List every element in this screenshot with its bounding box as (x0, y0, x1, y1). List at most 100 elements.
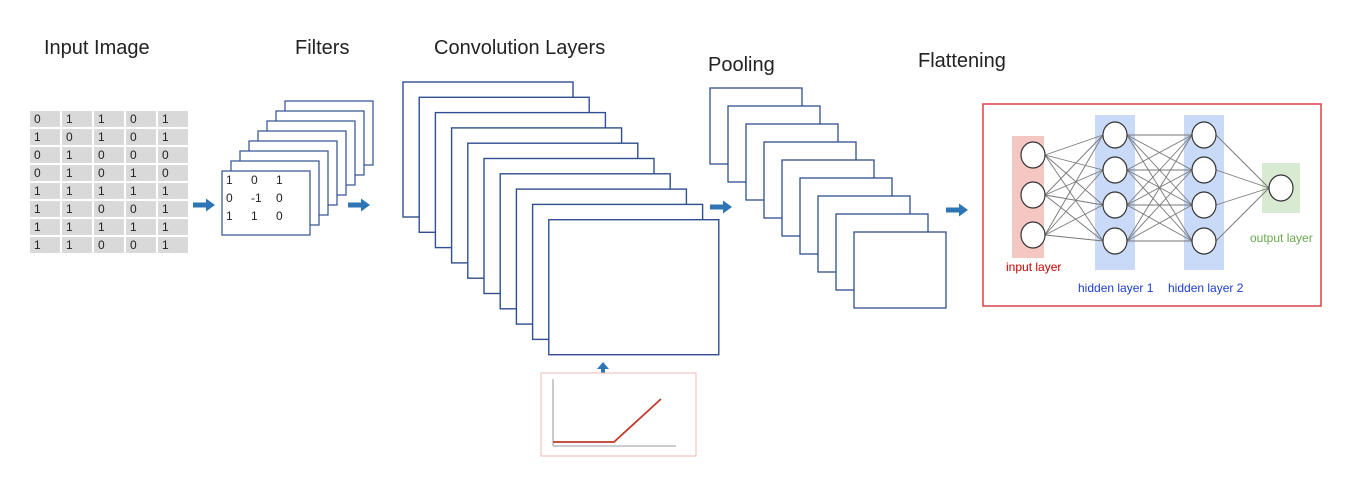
filter-cell: 1 (226, 209, 233, 223)
relu-curve (553, 398, 662, 443)
input-cell: 1 (30, 129, 60, 145)
input-cell: 0 (158, 165, 188, 181)
input-cell: 1 (62, 201, 92, 217)
hidden1-neuron (1102, 121, 1128, 149)
network-edge (1044, 134, 1104, 236)
arrow-pooling-to-flatten-icon (946, 203, 968, 217)
input-cell: 1 (126, 183, 156, 199)
filter-cell: 0 (251, 173, 258, 187)
network-edge (1126, 134, 1193, 206)
input-cell: 1 (158, 201, 188, 217)
input-cell: 1 (158, 183, 188, 199)
input-cell: 1 (30, 201, 60, 217)
input-cell: 1 (62, 111, 92, 127)
input-cell: 1 (126, 219, 156, 235)
arrow-input-to-filters-icon (193, 198, 215, 212)
network-edge (1215, 187, 1270, 206)
filter-matrix: 1 0 1 0 -1 0 1 1 0 (220, 171, 295, 225)
input-cell: 0 (62, 129, 92, 145)
filter-cell: 1 (226, 173, 233, 187)
input-cell: 1 (126, 165, 156, 181)
input-cell: 1 (30, 183, 60, 199)
network-edge (1044, 234, 1104, 242)
network-edge (1044, 169, 1104, 196)
hidden2-neuron (1191, 121, 1217, 149)
network-edge (1044, 169, 1104, 236)
filter-cell: 0 (276, 191, 283, 205)
network-connections (1044, 134, 1270, 242)
input-cell: 1 (62, 147, 92, 163)
hidden-layer-2-label: hidden layer 2 (1168, 281, 1244, 295)
arrow-filters-to-conv-icon (348, 198, 370, 212)
activation-plot-border (540, 372, 697, 457)
convolution-layer (548, 218, 720, 356)
input-cell: 0 (94, 237, 124, 253)
output-layer-label: output layer (1250, 231, 1313, 245)
filter-cell: 0 (276, 209, 283, 223)
input-cell: 1 (30, 237, 60, 253)
input-cell: 1 (62, 183, 92, 199)
heading-convolution-layers: Convolution Layers (434, 37, 606, 59)
network-edge (1044, 134, 1104, 196)
input-neuron (1020, 181, 1046, 209)
hidden-layer-1-label: hidden layer 1 (1078, 281, 1154, 295)
input-cell: 1 (94, 219, 124, 235)
filter-layer (221, 170, 311, 236)
input-cell: 1 (158, 129, 188, 145)
network-edge (1215, 134, 1270, 189)
hidden2-neuron (1191, 156, 1217, 184)
input-neuron (1020, 221, 1046, 249)
arrow-conv-to-pooling-icon (710, 200, 732, 214)
heading-filters: Filters (295, 37, 350, 59)
input-cell: 0 (126, 237, 156, 253)
output-neuron (1268, 174, 1294, 202)
input-cell: 0 (126, 111, 156, 127)
input-layer-label: input layer (1006, 260, 1061, 274)
filter-cell: 1 (276, 173, 283, 187)
hidden2-neuron (1191, 227, 1217, 255)
network-edge (1126, 134, 1193, 242)
input-cell: 1 (94, 111, 124, 127)
input-cell: 0 (126, 129, 156, 145)
input-cell: 1 (62, 237, 92, 253)
input-cell: 1 (158, 111, 188, 127)
network-edge (1126, 204, 1193, 242)
input-cell: 1 (62, 219, 92, 235)
filter-cell: 1 (251, 209, 258, 223)
network-edge (1044, 204, 1104, 236)
hidden1-neuron (1102, 156, 1128, 184)
filter-cell: -1 (251, 191, 262, 205)
heading-input-image: Input Image (44, 37, 150, 59)
pooling-layer (853, 231, 947, 309)
input-cell: 0 (158, 147, 188, 163)
input-cell: 0 (30, 165, 60, 181)
heading-pooling: Pooling (708, 54, 775, 76)
input-cell: 0 (94, 165, 124, 181)
input-cell: 1 (158, 237, 188, 253)
input-cell: 0 (30, 111, 60, 127)
input-cell: 0 (94, 147, 124, 163)
network-edge (1126, 134, 1193, 171)
network-edge (1126, 169, 1193, 242)
network-neurons (1020, 121, 1294, 255)
input-cell: 0 (94, 201, 124, 217)
input-cell: 1 (94, 183, 124, 199)
input-cell: 1 (30, 219, 60, 235)
network-edge (1215, 169, 1270, 189)
arrow-up-activation-icon (597, 362, 609, 379)
input-cell: 0 (126, 201, 156, 217)
network-edge (1044, 194, 1104, 206)
network-edge (1044, 154, 1104, 171)
hidden1-neuron (1102, 191, 1128, 219)
network-edge (1044, 154, 1104, 242)
activation-plot (540, 372, 697, 457)
network-edge (1215, 187, 1270, 242)
hidden2-neuron (1191, 191, 1217, 219)
input-neuron (1020, 141, 1046, 169)
input-cell: 0 (30, 147, 60, 163)
input-cell: 0 (126, 147, 156, 163)
heading-flattening: Flattening (918, 50, 1006, 72)
